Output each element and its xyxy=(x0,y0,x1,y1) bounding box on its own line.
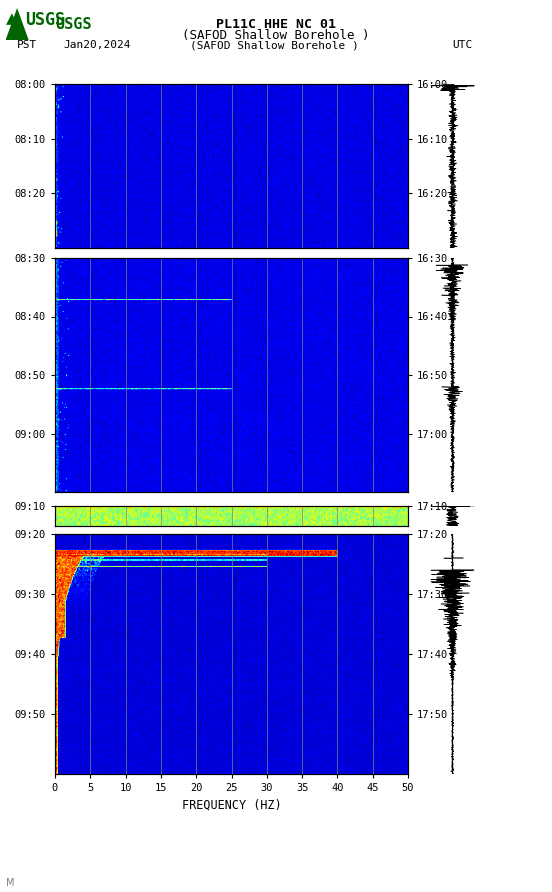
Text: USGS: USGS xyxy=(25,11,65,29)
X-axis label: FREQUENCY (HZ): FREQUENCY (HZ) xyxy=(182,798,282,812)
Text: UTC: UTC xyxy=(453,40,473,50)
Text: (SAFOD Shallow Borehole ): (SAFOD Shallow Borehole ) xyxy=(190,40,359,50)
Text: M: M xyxy=(6,878,14,888)
Text: Jan20,2024: Jan20,2024 xyxy=(63,40,131,50)
Text: ▲: ▲ xyxy=(6,11,17,26)
Text: PL11C HHE NC 01: PL11C HHE NC 01 xyxy=(216,18,336,31)
Text: PST: PST xyxy=(17,40,37,50)
Text: USGS: USGS xyxy=(55,17,92,31)
Text: (SAFOD Shallow Borehole ): (SAFOD Shallow Borehole ) xyxy=(182,29,370,43)
Polygon shape xyxy=(6,8,29,40)
